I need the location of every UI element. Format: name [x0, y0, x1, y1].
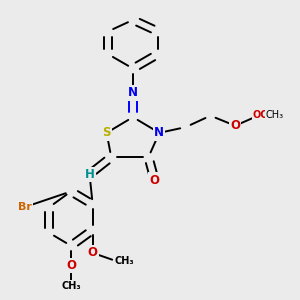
Text: S: S: [102, 126, 111, 139]
Text: H: H: [85, 168, 94, 181]
Text: O: O: [66, 259, 76, 272]
Text: O: O: [230, 119, 240, 132]
Text: CH₃: CH₃: [266, 110, 284, 120]
Text: N: N: [154, 126, 164, 139]
Text: Br: Br: [17, 202, 32, 212]
Text: CH₃: CH₃: [115, 256, 134, 266]
Text: CH₃: CH₃: [61, 281, 81, 291]
Text: OCH₃: OCH₃: [253, 110, 281, 120]
Text: O: O: [150, 173, 160, 187]
Text: O: O: [88, 246, 98, 260]
Text: N: N: [128, 86, 138, 99]
